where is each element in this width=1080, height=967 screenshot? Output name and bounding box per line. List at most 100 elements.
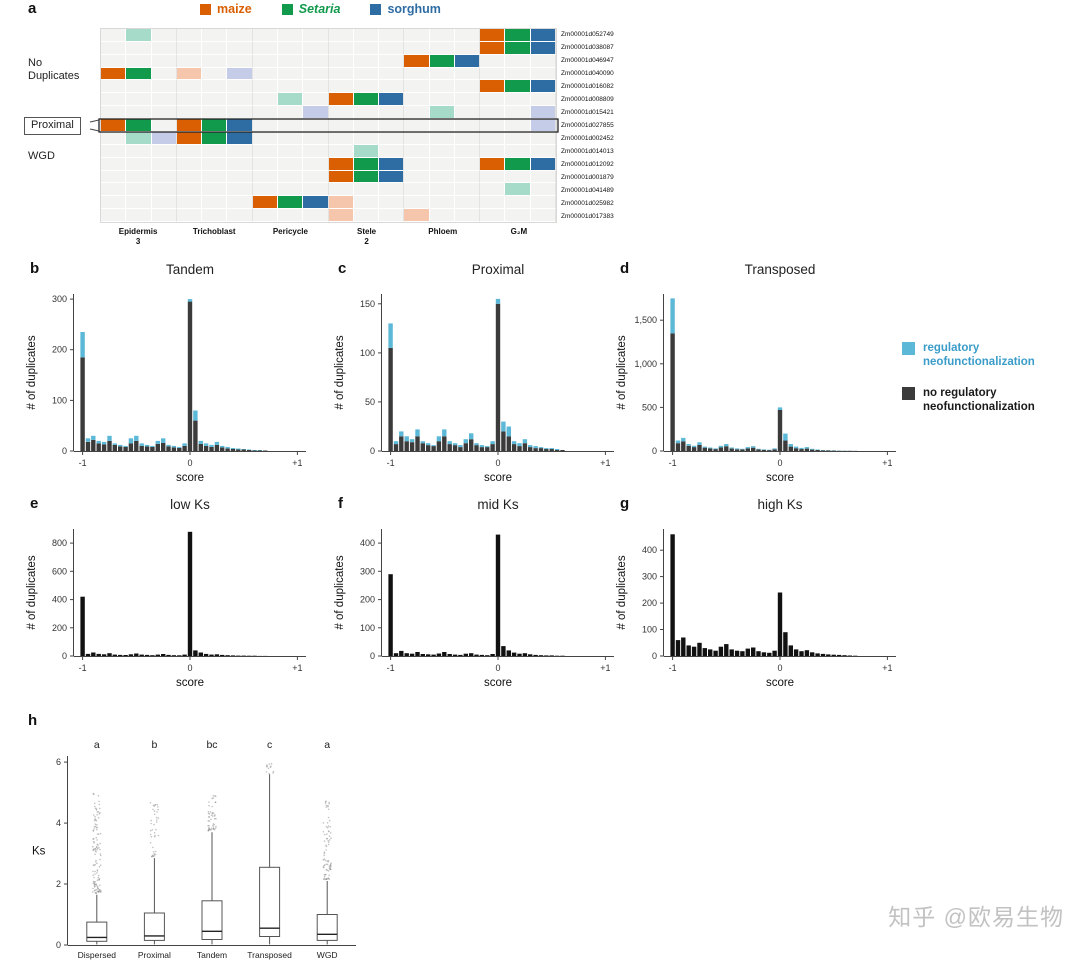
heatmap-cell: [202, 157, 228, 171]
heatmap-cell: [454, 93, 481, 107]
heatmap-cell: [328, 119, 354, 132]
heatmap-cell: [101, 170, 127, 184]
heatmap-cell: [429, 80, 455, 94]
heatmap-cell: [303, 54, 329, 68]
heatmap-cell: [429, 196, 455, 210]
svg-text:0: 0: [495, 458, 500, 468]
heatmap-cell: [429, 93, 455, 107]
heatmap-cell: [530, 67, 556, 81]
heatmap-cell: [480, 196, 506, 210]
heatmap-cell: [202, 183, 228, 197]
svg-text:300: 300: [52, 294, 67, 304]
svg-text:-1: -1: [387, 458, 395, 468]
no-regulatory-swatch: [902, 386, 915, 400]
gene-labels: Zm00001d052749 Zm00001d038087 Zm00001d0469…: [561, 28, 614, 223]
heatmap-cell: [303, 209, 329, 222]
heatmap-cell: [353, 93, 380, 107]
svg-text:100: 100: [642, 625, 657, 635]
heatmap-cell: [176, 106, 203, 120]
heatmap-cell: [126, 144, 152, 158]
heatmap-cell: [429, 54, 455, 68]
heatmap-cell: [277, 54, 304, 68]
heatmap-cell: [126, 131, 152, 145]
heatmap-cell: [227, 106, 253, 120]
svg-text:b: b: [151, 739, 157, 751]
heatmap-cell: [303, 131, 329, 145]
expression-heatmap: [100, 28, 557, 223]
heatmap-cell: [151, 106, 177, 120]
heatmap-cell: [227, 54, 253, 68]
svg-text:+1: +1: [292, 663, 302, 673]
heatmap-cell: [454, 41, 481, 55]
heatmap-cell: [101, 196, 127, 210]
heatmap-cell: [404, 93, 430, 107]
heatmap-cell: [328, 54, 354, 68]
heatmap-cell: [404, 183, 430, 197]
heatmap-cell: [530, 54, 556, 68]
heatmap-cell: [530, 29, 556, 42]
heatmap-cell: [454, 157, 481, 171]
heatmap-cell: [252, 157, 278, 171]
panel-b: b Tandem 0 100 200 300 -1 0 +1 score # of duplic…: [22, 260, 332, 494]
heatmap-cell: [151, 183, 177, 197]
heatmap-cell: [303, 196, 329, 210]
heatmap-cell: [454, 54, 481, 68]
heatmap-cell: [454, 106, 481, 120]
histogram-transposed: 0 500 1,000 1,500 -1 0 +1 score # of duplicates: [616, 294, 896, 484]
regulatory-label: regulatory neofunctionalization: [923, 342, 1035, 369]
heatmap-cell: [505, 119, 531, 132]
heatmap-cell: [151, 67, 177, 81]
heatmap-cell: [404, 67, 430, 81]
heatmap-cell: [379, 41, 405, 55]
cell-type-label: G₂M: [510, 227, 528, 236]
heatmap-cell: [202, 170, 228, 184]
panel-c: c Proximal 0 50 100 150 -1 0 +1 score # of dupli…: [330, 260, 640, 494]
heatmap-cell: [303, 144, 329, 158]
heatmap-cell: [277, 93, 304, 107]
heatmap-cell: [454, 119, 481, 132]
svg-text:6: 6: [56, 757, 61, 767]
gene-id: Zm00001d002452: [561, 135, 614, 142]
heatmap-cell: [277, 29, 304, 42]
heatmap-cell: [176, 67, 203, 81]
svg-text:0: 0: [777, 663, 782, 673]
svg-text:Dispersed: Dispersed: [78, 950, 117, 960]
heatmap-cell: [176, 80, 203, 94]
heatmap-cell: [227, 131, 253, 145]
heatmap-cell: [176, 196, 203, 210]
heatmap-cell: [480, 119, 506, 132]
panel-letter-d: d: [620, 260, 630, 277]
species-legend-item: sorghum: [370, 2, 441, 16]
svg-text:Transposed: Transposed: [247, 950, 292, 960]
svg-text:# of duplicates: # of duplicates: [616, 555, 628, 629]
heatmap-cell: [429, 144, 455, 158]
heatmap-cell: [530, 170, 556, 184]
heatmap-cell: [454, 144, 481, 158]
panel-letter-e: e: [30, 495, 39, 512]
histogram-high-ks: 0 100 200 300 400 -1 0 +1 score # of duplicates: [616, 529, 896, 689]
heatmap-cell: [328, 131, 354, 145]
heatmap-cell: [429, 106, 455, 120]
heatmap-cell: [303, 106, 329, 120]
panel-letter-g: g: [620, 495, 630, 512]
svg-text:score: score: [484, 472, 512, 484]
heatmap-cell: [303, 170, 329, 184]
svg-text:600: 600: [52, 566, 67, 576]
heatmap-cell: [328, 209, 354, 222]
svg-text:+1: +1: [600, 458, 610, 468]
heatmap-cell: [101, 80, 127, 94]
heatmap-cell: [404, 209, 430, 222]
heatmap-cell: [429, 170, 455, 184]
heatmap-cell: [252, 131, 278, 145]
heatmap-cell: [227, 67, 253, 81]
species-legend-item: maize: [200, 2, 252, 16]
panel-title-tandem: Tandem: [165, 262, 215, 277]
cell-type-label: Phloem: [428, 227, 458, 236]
heatmap-cell: [480, 54, 506, 68]
heatmap-cell: [328, 106, 354, 120]
legend-item-no-regulatory: no regulatory neofunctionalization: [902, 386, 1078, 415]
heatmap-cell: [429, 131, 455, 145]
svg-text:Proximal: Proximal: [138, 950, 171, 960]
heatmap-cell: [480, 29, 506, 42]
panel-f: f mid Ks 0 100 200 300 400 -1 0 +1 score # of dup…: [330, 495, 640, 702]
